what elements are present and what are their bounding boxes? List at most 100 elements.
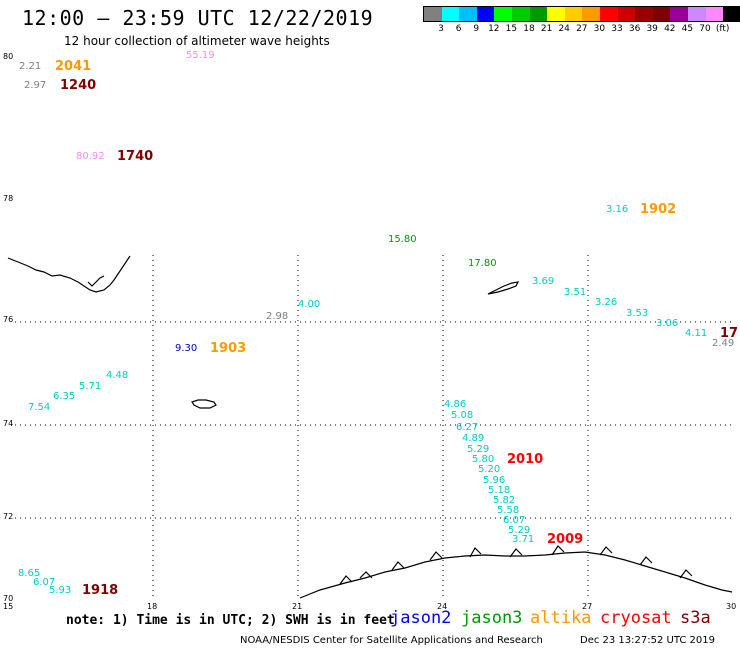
credit-line: NOAA/NESDIS Center for Satellite Applica…: [240, 635, 543, 646]
color-swatch: [459, 7, 477, 21]
color-swatch: [511, 7, 530, 21]
wave-height-label: 5.20: [478, 464, 501, 475]
color-scale-tick: 24: [558, 24, 570, 34]
lat-label-74: 74: [3, 419, 14, 428]
wave-height-label: 4.11: [685, 328, 708, 339]
color-swatch: [723, 7, 740, 21]
wave-height-label: 55.19: [186, 50, 215, 61]
wave-height-label: 4.89: [462, 433, 485, 444]
color-swatch: [547, 7, 565, 21]
lat-label-72: 72: [3, 512, 14, 521]
wave-height-label: 6.07: [33, 577, 56, 588]
color-scale-tick: 27: [576, 24, 588, 34]
color-swatch: [476, 7, 495, 21]
color-swatch: [617, 7, 636, 21]
lat-label-76: 76: [3, 315, 14, 324]
wave-height-label: 3.26: [595, 297, 618, 308]
color-swatch: [582, 7, 600, 21]
wave-height-label: 5.93: [49, 585, 72, 596]
color-swatch: [529, 7, 548, 21]
wave-height-label: 6.35: [53, 391, 76, 402]
wave-height-label: 3.16: [606, 204, 629, 215]
wave-height-label: 15.80: [388, 234, 417, 245]
legend-altika: altika: [530, 608, 592, 628]
wave-height-label: 2.97: [24, 80, 47, 91]
lon-label-15: 15: [3, 602, 14, 611]
pass-time-label: 1918: [82, 583, 119, 598]
color-scale-tick: 15: [505, 24, 518, 34]
color-swatch: [652, 7, 671, 21]
wave-height-label: 5.18: [488, 485, 511, 496]
wave-height-label: 5.29: [508, 525, 531, 536]
color-swatch: [687, 7, 706, 21]
lon-label-18: 18: [147, 602, 158, 611]
legend-cryosat: cryosat: [600, 608, 672, 628]
pass-time-label: 2041: [55, 59, 92, 74]
color-swatch: [424, 7, 442, 21]
coastline-bear-island: [191, 399, 217, 409]
wave-height-label: 4.86: [444, 399, 467, 410]
map-subtitle: 12 hour collection of altimeter wave hei…: [64, 34, 330, 48]
color-scale-tick: 6: [455, 24, 462, 34]
color-scale-tick: 21: [540, 24, 553, 34]
wave-height-label: 6.07: [503, 515, 526, 526]
color-swatch: [494, 7, 512, 21]
wave-height-label: 7.54: [28, 402, 51, 413]
wave-height-label: 80.92: [76, 151, 105, 162]
color-swatch: [599, 7, 618, 21]
wave-height-label: 3.51: [564, 287, 587, 298]
color-scale-tick: 70: [699, 24, 711, 34]
pass-time-label: 1740: [117, 149, 154, 164]
wave-height-label: 5.58: [497, 505, 520, 516]
wave-height-label: 6.27: [456, 422, 479, 433]
wave-height-label: 5.80: [472, 454, 495, 465]
wave-height-label: 2.49: [712, 338, 735, 349]
pass-time-label: 1903: [210, 341, 247, 356]
lon-label-21: 21: [292, 602, 303, 611]
color-scale-tick: 42: [664, 24, 676, 34]
color-swatch: [564, 7, 583, 21]
units-note: note: 1) Time is in UTC; 2) SWH is in fe…: [66, 613, 395, 628]
color-scale-tick: 18: [523, 24, 535, 34]
wave-height-label: 3.71: [512, 534, 535, 545]
color-scale-tick: (ft): [715, 24, 730, 34]
generated-timestamp: Dec 23 13:27:52 UTC 2019: [580, 635, 715, 646]
wave-height-label: 3.53: [626, 308, 649, 319]
color-scale-tick: 30: [593, 24, 606, 34]
pass-time-label: 2009: [547, 532, 584, 547]
wave-height-label: 2.21: [19, 61, 42, 72]
color-scale-tick: 45: [681, 24, 694, 34]
wave-height-label: 9.30: [175, 343, 198, 354]
wave-height-label: 4.00: [298, 299, 321, 310]
lon-label-27: 27: [582, 602, 593, 611]
color-scale-tick: 36: [628, 24, 641, 34]
map-title: 12:00 — 23:59 UTC 12/22/2019: [22, 6, 374, 30]
wave-height-label: 8.65: [18, 568, 41, 579]
pass-time-label: 1240: [60, 78, 97, 93]
wave-height-label: 5.71: [79, 381, 102, 392]
color-swatch: [635, 7, 653, 21]
legend-jason3: jason3: [461, 608, 523, 628]
pass-time-label: 2010: [507, 452, 544, 467]
coastline: [7, 255, 733, 599]
wave-height-label: 5.82: [493, 495, 516, 506]
legend-jason2: jason2: [390, 608, 452, 628]
coastline-kong-karls-land: [487, 281, 520, 295]
color-scale-tick: 39: [646, 24, 658, 34]
color-scale-tick: 33: [611, 24, 623, 34]
color-scale-tick: 3: [438, 24, 444, 34]
coastline-svalbard: [7, 255, 131, 293]
color-scale-tick: 12: [488, 24, 500, 34]
wave-height-label: 4.48: [106, 370, 129, 381]
color-swatch: [670, 7, 688, 21]
pass-time-label: 17: [720, 326, 739, 341]
lat-label-80: 80: [3, 52, 14, 61]
color-swatch: [705, 7, 724, 21]
graticule: [15, 255, 732, 598]
wave-height-label: 5.08: [451, 410, 474, 421]
wave-height-label: 3.69: [532, 276, 555, 287]
lon-label-24: 24: [437, 602, 448, 611]
wave-height-label: 5.29: [467, 444, 490, 455]
